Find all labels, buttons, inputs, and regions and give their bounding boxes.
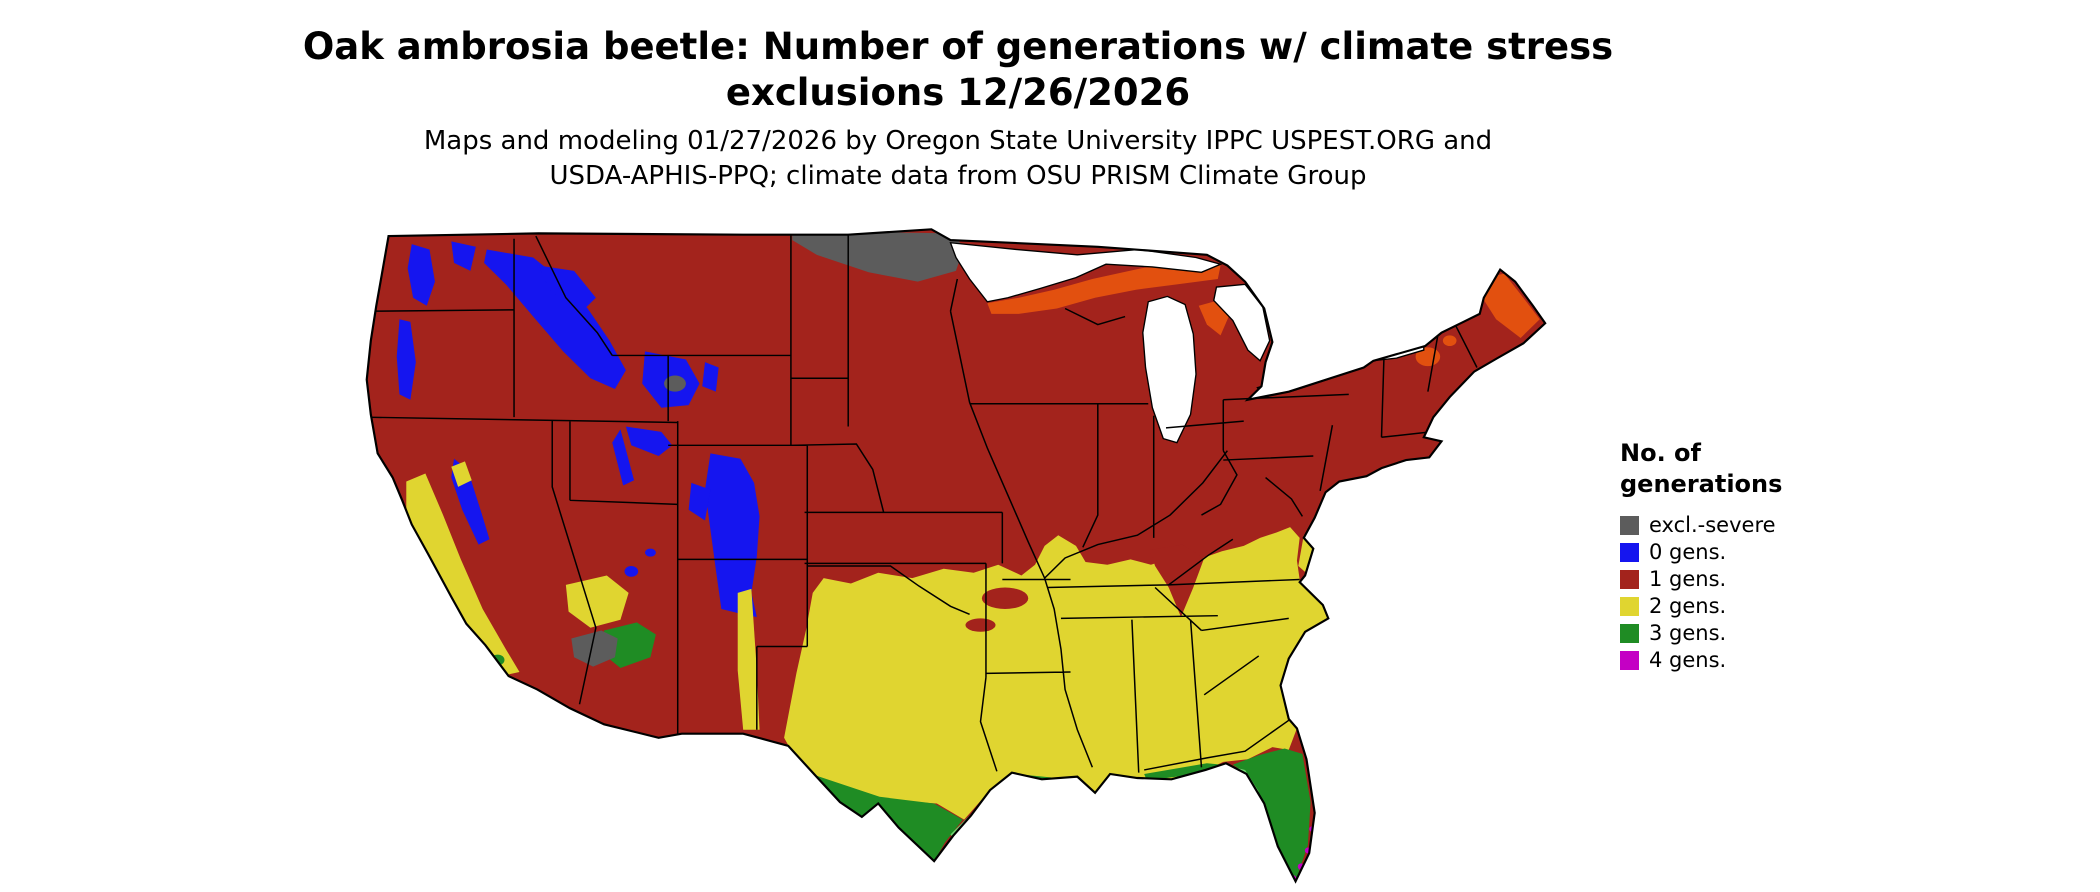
map-container (334, 228, 1582, 888)
legend-items: excl.-severe 0 gens. 1 gens. 2 gens. 3 g… (1620, 512, 1920, 674)
legend-swatch-1-gens (1620, 570, 1639, 590)
legend-item: 1 gens. (1620, 566, 1920, 593)
legend-label: excl.-severe (1649, 513, 1776, 538)
legend-label: 3 gens. (1649, 621, 1727, 646)
lake-superior (949, 241, 1223, 303)
legend-label: 2 gens. (1649, 594, 1727, 619)
legend-swatch-4-gens (1620, 651, 1639, 671)
subtitle-line-1: Maps and modeling 01/27/2026 by Oregon S… (423, 126, 1493, 156)
legend-label: 4 gens. (1649, 648, 1727, 673)
regions-0-gens (396, 241, 760, 618)
legend-label: 0 gens. (1649, 540, 1727, 565)
regions-1-gens-overlays (965, 544, 1205, 632)
legend-label: 1 gens. (1649, 567, 1727, 592)
legend-title-line-2: generations (1620, 470, 1783, 499)
lake-huron (1213, 283, 1271, 362)
map-legend: No. of generations excl.-severe 0 gens. … (1620, 438, 1920, 674)
legend-item: 3 gens. (1620, 620, 1920, 647)
regions-transition-orange (987, 260, 1540, 367)
legend-title: No. of generations (1620, 438, 1920, 500)
legend-swatch-3-gens (1620, 624, 1639, 644)
us-outline (365, 228, 1547, 884)
page-title: Oak ambrosia beetle: Number of generatio… (0, 24, 1916, 117)
page-subtitle: Maps and modeling 01/27/2026 by Oregon S… (0, 124, 1916, 194)
legend-swatch-2-gens (1620, 597, 1639, 617)
lake-michigan (1142, 295, 1197, 444)
legend-item: 4 gens. (1620, 647, 1920, 674)
subtitle-line-2: USDA-APHIS-PPQ; climate data from OSU PR… (549, 161, 1367, 192)
title-line-1: Oak ambrosia beetle: Number of generatio… (302, 25, 1614, 68)
legend-item: 2 gens. (1620, 593, 1920, 620)
legend-swatch-excl-severe (1620, 516, 1639, 536)
title-line-2: exclusions 12/26/2026 (725, 71, 1191, 115)
legend-item: excl.-severe (1620, 512, 1920, 539)
legend-swatch-0-gens (1620, 543, 1639, 563)
regions-excluded (571, 230, 965, 667)
state-borders (366, 233, 1478, 773)
us-map (365, 228, 1547, 884)
legend-title-line-1: No. of (1620, 439, 1701, 467)
legend-item: 0 gens. (1620, 539, 1920, 566)
